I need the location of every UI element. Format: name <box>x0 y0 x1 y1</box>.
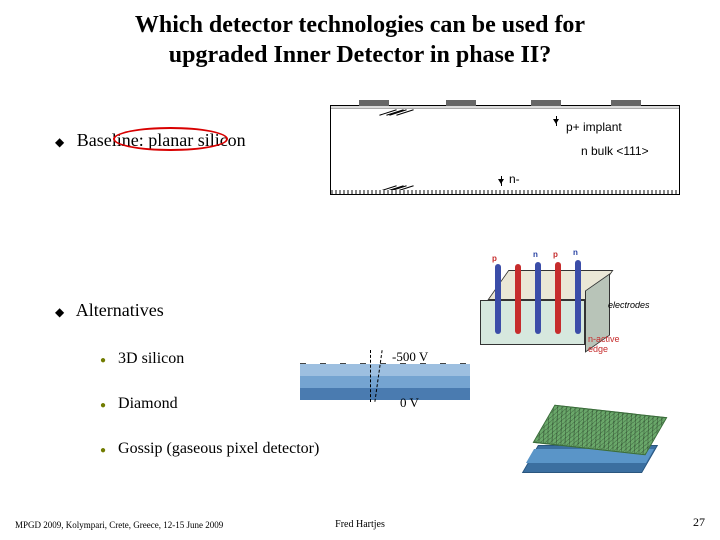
track-line <box>370 350 371 402</box>
label-p-implant: p+ implant <box>566 120 622 134</box>
gossip-chip-diagram <box>520 405 670 490</box>
arrow-down-icon <box>556 116 557 126</box>
planar-break-bottom <box>386 106 416 196</box>
footer-center: Fred Hartjes <box>0 519 720 530</box>
alt-item-label: 3D silicon <box>118 350 184 367</box>
planar-pad <box>446 100 476 106</box>
planar-diagram: p+ implant n bulk <111> n- <box>330 105 680 195</box>
electrode-n <box>535 262 541 334</box>
label-electrodes: electrodes <box>608 300 650 310</box>
label-p: p <box>492 254 497 263</box>
label-active-edge: n-active edge <box>588 334 630 354</box>
label-voltage-bottom: 0 V <box>400 395 419 411</box>
strip-layer <box>300 388 470 400</box>
slide-title: Which detector technologies can be used … <box>0 0 720 70</box>
label-n-bulk: n bulk <111> <box>581 144 649 158</box>
alt-item-label: Diamond <box>118 395 178 412</box>
label-voltage-top: -500 V <box>392 349 428 365</box>
cube-3d-diagram: p n p n n-active edge electrodes <box>480 270 630 360</box>
alt-item-3d: 3D silicon <box>100 350 184 368</box>
arrow-down-icon <box>501 176 502 186</box>
electrode-n <box>575 260 581 334</box>
planar-bottom-layer <box>331 190 679 194</box>
electrode-p <box>555 262 561 334</box>
alt-item-diamond: Diamond <box>100 395 178 413</box>
planar-pad <box>611 100 641 106</box>
electrode-p <box>515 264 521 334</box>
diamond-strip-diagram <box>300 350 470 402</box>
alt-item-gossip: Gossip (gaseous pixel detector) <box>100 440 319 458</box>
strip-layer <box>300 364 470 376</box>
highlight-oval <box>113 127 228 151</box>
footer-page-number: 27 <box>693 515 705 530</box>
alt-item-label: Gossip (gaseous pixel detector) <box>118 440 319 457</box>
label-p: p <box>553 250 558 259</box>
planar-pad <box>531 100 561 106</box>
alternatives-bullet: Alternatives <box>55 300 164 321</box>
strip-layer <box>300 376 470 388</box>
label-n: n <box>533 250 538 259</box>
electrode-n <box>495 264 501 334</box>
title-line-1: Which detector technologies can be used … <box>135 12 585 38</box>
label-n-minus: n- <box>509 172 520 186</box>
label-n: n <box>573 248 578 257</box>
title-line-2: upgraded Inner Detector in phase II? <box>169 42 551 68</box>
alternatives-text: Alternatives <box>76 300 164 320</box>
